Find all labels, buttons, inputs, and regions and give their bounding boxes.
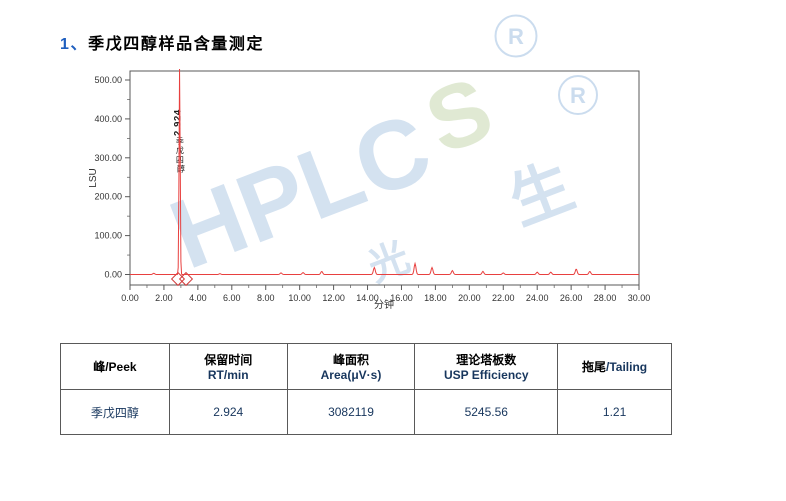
svg-text:18.00: 18.00 [424,293,447,303]
svg-text:2.924: 2.924 [173,109,184,136]
svg-text:200.00: 200.00 [94,192,122,202]
svg-text:300.00: 300.00 [94,153,122,163]
svg-text:400.00: 400.00 [94,114,122,124]
svg-text:500.00: 500.00 [94,75,122,85]
svg-text:R: R [508,24,524,49]
svg-text:12.00: 12.00 [322,293,345,303]
svg-text:0.00: 0.00 [104,270,122,280]
svg-text:分钟: 分钟 [374,298,394,310]
svg-text:2.00: 2.00 [155,293,173,303]
svg-text:20.00: 20.00 [458,293,481,303]
svg-text:28.00: 28.00 [594,293,617,303]
svg-text:LSU: LSU [88,168,99,187]
svg-text:季 戊 四 醇: 季 戊 四 醇 [176,136,186,174]
svg-text:8.00: 8.00 [257,293,275,303]
svg-text:22.00: 22.00 [492,293,515,303]
svg-text:10.00: 10.00 [288,293,311,303]
svg-text:6.00: 6.00 [223,293,241,303]
svg-text:30.00: 30.00 [628,293,651,303]
svg-text:26.00: 26.00 [560,293,583,303]
svg-text:24.00: 24.00 [526,293,549,303]
svg-text:0.00: 0.00 [121,293,139,303]
svg-text:4.00: 4.00 [189,293,207,303]
svg-text:100.00: 100.00 [94,231,122,241]
